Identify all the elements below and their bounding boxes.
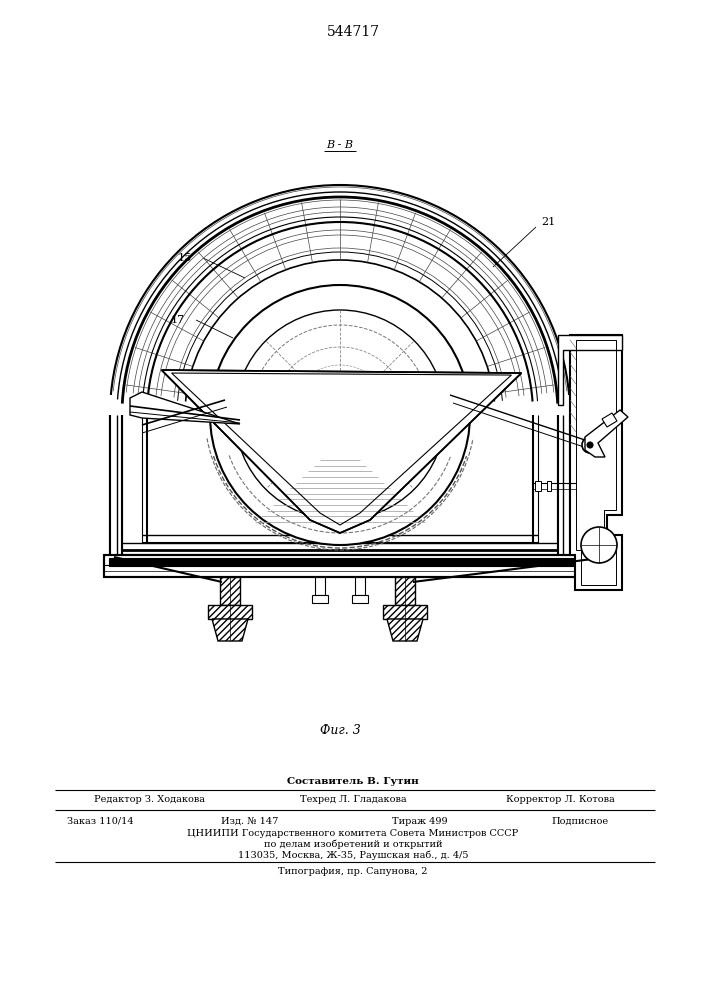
Circle shape xyxy=(587,442,593,448)
Circle shape xyxy=(581,527,617,563)
Bar xyxy=(109,558,593,566)
Polygon shape xyxy=(130,392,240,424)
Text: Корректор Л. Котова: Корректор Л. Котова xyxy=(506,796,614,804)
Bar xyxy=(352,595,368,603)
Polygon shape xyxy=(570,335,622,590)
Bar xyxy=(383,605,427,619)
Text: 113035, Москва, Ж-35, Раушская наб., д. 4/5: 113035, Москва, Ж-35, Раушская наб., д. … xyxy=(238,850,468,860)
Text: ЦНИИПИ Государственного комитета Совета Министров СССР: ЦНИИПИ Государственного комитета Совета … xyxy=(187,828,519,838)
Circle shape xyxy=(235,310,445,520)
Polygon shape xyxy=(558,335,622,405)
Text: Типография, пр. Сапунова, 2: Типография, пр. Сапунова, 2 xyxy=(279,867,428,876)
Text: 17: 17 xyxy=(171,315,185,325)
Text: 15: 15 xyxy=(178,253,192,263)
Polygon shape xyxy=(602,413,617,427)
Circle shape xyxy=(332,407,348,423)
Bar xyxy=(355,577,365,595)
Bar xyxy=(395,577,415,605)
Circle shape xyxy=(320,395,360,435)
Bar xyxy=(104,555,618,577)
Polygon shape xyxy=(585,410,628,457)
Bar xyxy=(535,481,541,491)
Text: Редактор З. Ходакова: Редактор З. Ходакова xyxy=(95,796,206,804)
Text: 544717: 544717 xyxy=(327,25,380,39)
Polygon shape xyxy=(212,619,248,641)
Circle shape xyxy=(308,383,372,447)
Bar xyxy=(208,605,252,619)
Text: 21: 21 xyxy=(541,217,555,227)
Bar xyxy=(547,481,551,491)
Text: Заказ 110/14: Заказ 110/14 xyxy=(66,816,134,826)
Text: Фиг. 3: Фиг. 3 xyxy=(320,724,361,736)
Bar xyxy=(220,577,240,605)
Polygon shape xyxy=(110,415,122,555)
Circle shape xyxy=(582,437,598,453)
Text: Подписное: Подписное xyxy=(551,816,609,826)
Text: Тираж 499: Тираж 499 xyxy=(392,816,448,826)
Bar xyxy=(315,577,325,595)
Text: Техред Л. Гладакова: Техред Л. Гладакова xyxy=(300,796,407,804)
Text: Составитель В. Гутин: Составитель В. Гутин xyxy=(287,778,419,786)
Text: В - В: В - В xyxy=(327,140,354,150)
Polygon shape xyxy=(387,619,423,641)
Text: по делам изобретений и открытий: по делам изобретений и открытий xyxy=(264,839,443,849)
Polygon shape xyxy=(162,370,522,533)
Bar xyxy=(312,595,328,603)
Text: Изд. № 147: Изд. № 147 xyxy=(221,816,279,826)
Polygon shape xyxy=(558,415,570,555)
Circle shape xyxy=(210,285,470,545)
